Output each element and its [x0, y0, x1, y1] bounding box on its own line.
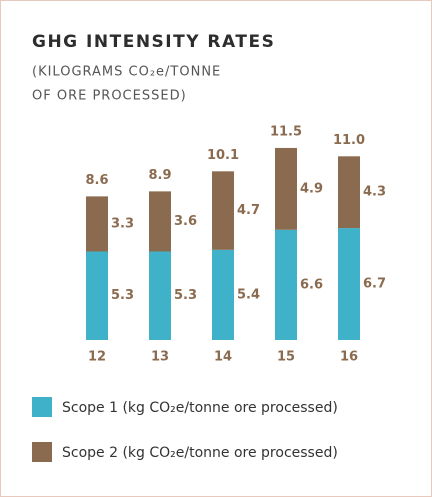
value-label: 4.3	[363, 185, 386, 200]
x-tick-label: 14	[214, 350, 232, 365]
legend-label: Scope 2 (kg CO₂e/tonne ore processed)	[62, 445, 338, 461]
total-label: 11.5	[270, 124, 302, 139]
value-label: 5.3	[174, 288, 197, 303]
value-label: 3.6	[174, 214, 197, 229]
subtitle: (KILOGRAMS CO₂e/TONNE	[32, 65, 221, 80]
x-tick-label: 16	[340, 350, 358, 365]
legend-label: Scope 1 (kg CO₂e/tonne ore processed)	[62, 400, 338, 416]
bar-segment	[86, 251, 108, 340]
bar-segment	[275, 229, 297, 340]
value-label: 5.3	[111, 288, 134, 303]
value-label: 4.7	[237, 203, 260, 218]
value-label: 5.4	[237, 287, 260, 302]
total-label: 8.9	[148, 168, 171, 183]
total-label: 11.0	[333, 133, 365, 148]
legend-swatch	[32, 442, 52, 462]
bar-segment	[212, 171, 234, 250]
bar-segment	[86, 196, 108, 252]
bar-segment	[338, 156, 360, 229]
total-label: 8.6	[85, 173, 108, 188]
subtitle: OF ORE PROCESSED)	[32, 89, 187, 104]
bar-segment	[275, 147, 297, 230]
total-label: 10.1	[207, 148, 239, 163]
value-label: 3.3	[111, 216, 134, 231]
value-label: 4.9	[300, 181, 323, 196]
value-label: 6.6	[300, 277, 323, 292]
bar-segment	[149, 251, 171, 340]
legend-swatch	[32, 397, 52, 417]
bar-segment	[212, 249, 234, 340]
chart-title: GHG INTENSITY RATES	[32, 32, 275, 52]
value-label: 6.7	[363, 277, 386, 292]
bar-segment	[338, 228, 360, 340]
bar-segment	[149, 191, 171, 252]
x-tick-label: 15	[277, 350, 295, 365]
x-tick-label: 13	[151, 350, 169, 365]
x-tick-label: 12	[88, 350, 106, 365]
